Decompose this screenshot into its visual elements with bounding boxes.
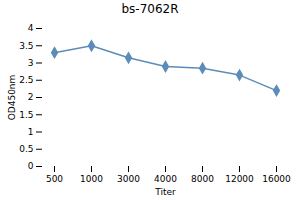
svg-text:OD450nm: OD450nm xyxy=(7,75,17,121)
svg-text:16000: 16000 xyxy=(262,174,291,184)
svg-text:2.5: 2.5 xyxy=(19,75,33,85)
svg-text:0.5: 0.5 xyxy=(19,144,33,154)
svg-text:1.5: 1.5 xyxy=(19,110,33,120)
svg-text:4: 4 xyxy=(28,23,34,33)
svg-text:12000: 12000 xyxy=(225,174,254,184)
svg-text:2: 2 xyxy=(28,92,34,102)
svg-text:1000: 1000 xyxy=(80,174,103,184)
svg-text:500: 500 xyxy=(46,174,63,184)
svg-text:3.5: 3.5 xyxy=(19,41,33,51)
svg-text:1: 1 xyxy=(28,127,34,137)
svg-text:Titer: Titer xyxy=(154,187,176,197)
svg-text:4000: 4000 xyxy=(154,174,177,184)
svg-text:8000: 8000 xyxy=(191,174,214,184)
svg-text:3000: 3000 xyxy=(117,174,140,184)
html-text:bs-7062R: bs-7062R xyxy=(121,2,179,16)
svg-text:0: 0 xyxy=(28,161,34,171)
svg-text:3: 3 xyxy=(28,58,34,68)
